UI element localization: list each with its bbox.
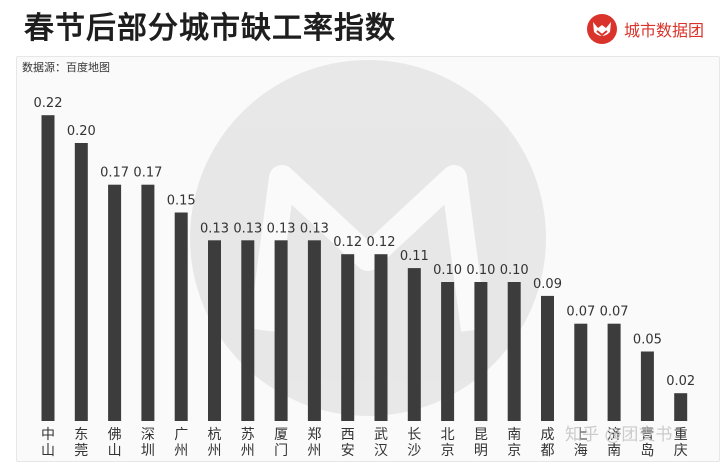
value-label-重庆: 0.02 <box>666 374 695 389</box>
bar-郑州 <box>307 240 321 421</box>
watermark-text: 知乎 @团支书 <box>565 425 673 445</box>
category-label-厦门: 厦门 <box>274 427 288 459</box>
value-label-成都: 0.09 <box>533 277 562 292</box>
bar-深圳 <box>141 184 155 421</box>
fox-logo-icon <box>586 14 617 44</box>
value-label-济南: 0.07 <box>600 305 629 320</box>
value-label-昆明: 0.10 <box>466 263 495 278</box>
bar-昆明 <box>474 282 488 421</box>
category-label-上海: 上海 <box>574 427 588 459</box>
bar-东莞 <box>74 143 88 421</box>
value-label-上海: 0.07 <box>566 305 595 320</box>
value-label-苏州: 0.13 <box>233 221 262 236</box>
category-label-北京: 北京 <box>441 427 455 459</box>
category-label-重庆: 重庆 <box>674 427 688 459</box>
category-label-广州: 广州 <box>174 427 188 459</box>
bar-西安 <box>341 254 355 421</box>
value-label-郑州: 0.13 <box>300 221 329 236</box>
category-label-济南: 济南 <box>607 427 621 459</box>
value-label-深圳: 0.17 <box>133 166 162 181</box>
bar-佛山 <box>108 184 122 421</box>
bar-济南 <box>607 323 621 421</box>
bar-北京 <box>441 282 455 421</box>
value-label-广州: 0.15 <box>167 194 196 209</box>
bar-南京 <box>507 282 521 421</box>
category-label-西安: 西安 <box>341 427 355 459</box>
bar-中山 <box>41 115 55 421</box>
category-label-武汉: 武汉 <box>374 427 388 459</box>
category-label-青岛: 青岛 <box>640 427 654 459</box>
value-label-佛山: 0.17 <box>100 166 129 181</box>
value-label-东莞: 0.20 <box>67 124 96 139</box>
bar-青岛 <box>640 351 654 421</box>
brand-name: 城市数据团 <box>623 21 704 40</box>
bars-layer: 0.22 中山 0.20 东莞 0.17 佛山 0.17 深圳 0.15 广州 0.13 杭州 0.13… <box>34 96 696 459</box>
bar-成都 <box>541 295 554 421</box>
bar-苏州 <box>241 240 255 421</box>
value-label-北京: 0.10 <box>433 263 462 278</box>
value-label-南京: 0.10 <box>500 263 529 278</box>
category-label-长沙: 长沙 <box>407 427 421 459</box>
bar-厦门 <box>274 240 288 421</box>
bar-长沙 <box>407 268 421 421</box>
brand: 城市数据团 <box>586 12 704 46</box>
category-label-苏州: 苏州 <box>241 427 255 459</box>
category-label-中山: 中山 <box>41 427 55 459</box>
category-label-东莞: 东莞 <box>74 427 88 459</box>
category-label-成都: 成都 <box>541 427 555 459</box>
bar-广州 <box>174 212 188 421</box>
value-label-武汉: 0.12 <box>367 235 396 250</box>
bar-武汉 <box>374 254 388 421</box>
category-label-南京: 南京 <box>507 427 521 459</box>
category-label-郑州: 郑州 <box>307 427 321 459</box>
bar-杭州 <box>208 240 221 421</box>
source-note: 数据源：百度地图 <box>22 61 110 74</box>
category-label-佛山: 佛山 <box>108 427 122 459</box>
value-label-杭州: 0.13 <box>200 221 229 236</box>
chart-title: 春节后部分城市缺工率指数 <box>24 11 396 46</box>
value-label-中山: 0.22 <box>34 96 63 111</box>
bar-上海 <box>574 323 588 421</box>
category-label-深圳: 深圳 <box>141 427 155 459</box>
category-label-杭州: 杭州 <box>208 427 222 459</box>
value-label-西安: 0.12 <box>333 235 362 250</box>
category-label-昆明: 昆明 <box>474 427 488 459</box>
value-label-厦门: 0.13 <box>267 221 296 236</box>
value-label-青岛: 0.05 <box>633 333 662 348</box>
chart-panel <box>16 56 720 462</box>
bar-重庆 <box>674 393 688 421</box>
value-label-长沙: 0.11 <box>400 249 429 264</box>
